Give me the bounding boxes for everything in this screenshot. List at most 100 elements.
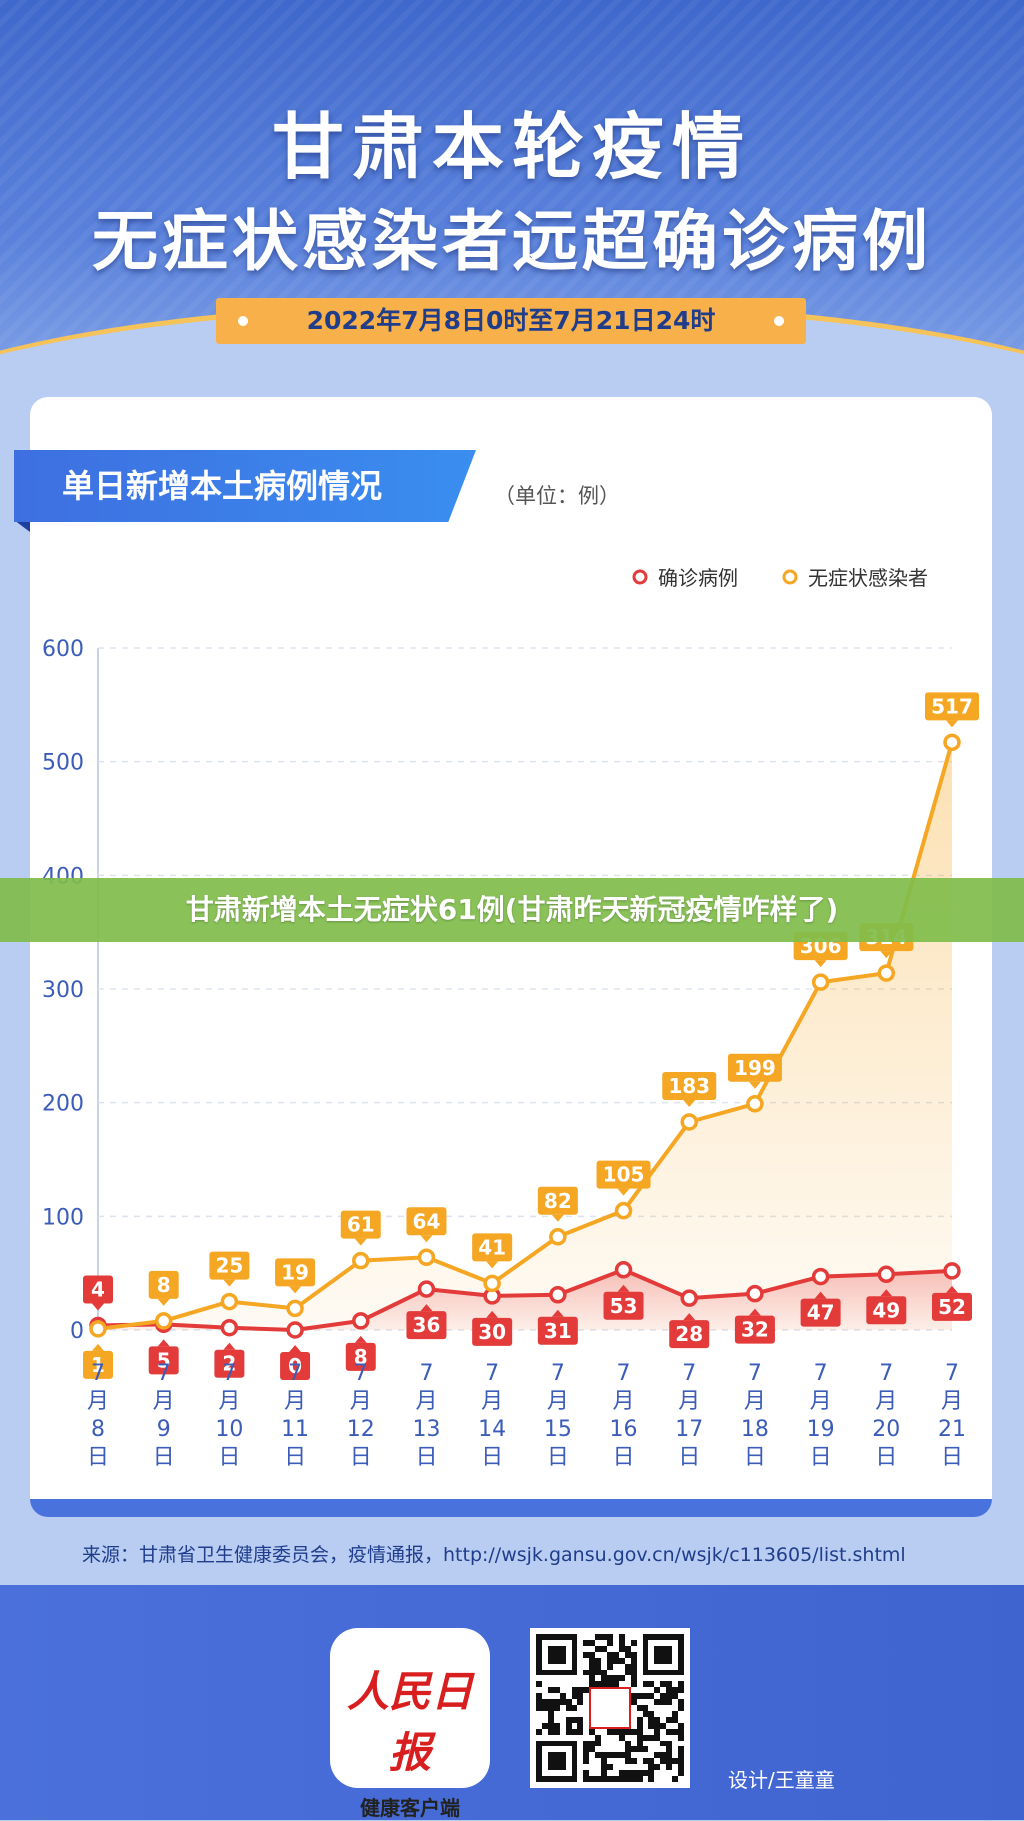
x-tick-label: 7 xyxy=(617,1361,631,1386)
qr-module xyxy=(666,1645,673,1652)
qr-center-logo xyxy=(589,1687,631,1729)
qr-module xyxy=(547,1669,554,1676)
qr-module xyxy=(536,1669,542,1676)
data-label-box xyxy=(275,1258,316,1287)
qr-module xyxy=(536,1693,542,1700)
data-label-text: 41 xyxy=(478,1235,506,1259)
data-label: 183 xyxy=(662,1071,717,1107)
qr-module xyxy=(666,1657,673,1664)
qr-module xyxy=(636,1740,643,1747)
data-label: 8 xyxy=(148,1270,179,1306)
qr-module xyxy=(642,1705,649,1711)
data-point xyxy=(483,1274,501,1293)
qr-module xyxy=(559,1645,566,1652)
data-label-text: 8 xyxy=(157,1273,171,1297)
qr-module xyxy=(654,1634,661,1640)
y-tick-label: 0 xyxy=(70,1319,84,1344)
qr-module xyxy=(666,1669,673,1676)
qr-module xyxy=(536,1746,542,1753)
qr-module xyxy=(547,1758,554,1765)
qr-module xyxy=(642,1634,649,1640)
x-tick-label: 15 xyxy=(544,1417,572,1442)
qr-module xyxy=(642,1657,649,1664)
section-title: 单日新增本土病例情况 xyxy=(14,450,476,522)
x-tick-label: 7 xyxy=(879,1361,893,1386)
qr-module xyxy=(654,1651,661,1658)
qr-module xyxy=(553,1740,560,1747)
qr-module xyxy=(660,1634,667,1640)
data-point xyxy=(811,1267,830,1286)
x-tick-label: 14 xyxy=(478,1417,506,1442)
series-area xyxy=(98,1269,952,1330)
qr-module xyxy=(636,1770,643,1777)
data-label-text: 64 xyxy=(413,1209,441,1233)
x-tick-label: 13 xyxy=(412,1417,440,1442)
qr-module xyxy=(541,1705,548,1711)
qr-module xyxy=(571,1639,578,1646)
qr-module xyxy=(624,1776,631,1782)
legend-label: 无症状感染者 xyxy=(808,566,928,590)
qr-module xyxy=(660,1651,667,1658)
qr-module xyxy=(624,1645,631,1652)
qr-module xyxy=(648,1669,655,1676)
qr-module xyxy=(565,1740,572,1747)
qr-module xyxy=(648,1681,655,1688)
data-label: 49 xyxy=(866,1289,907,1325)
series-line xyxy=(97,1267,953,1332)
unit-label: （单位：例） xyxy=(494,484,620,508)
qr-module xyxy=(601,1764,608,1771)
qr-module xyxy=(571,1716,578,1723)
qr-module xyxy=(660,1740,667,1747)
x-tick-label: 7 xyxy=(157,1361,171,1386)
qr-module xyxy=(541,1740,548,1747)
data-label: 36 xyxy=(406,1304,447,1340)
data-label-tip xyxy=(617,1188,630,1196)
data-label: 2 xyxy=(214,1342,245,1378)
qr-module xyxy=(607,1752,613,1759)
data-label-text: 52 xyxy=(938,1295,966,1319)
qr-module xyxy=(648,1693,655,1700)
qr-module xyxy=(547,1657,554,1664)
qr-module xyxy=(636,1722,643,1729)
data-point xyxy=(811,973,830,991)
data-label-text: 105 xyxy=(603,1163,645,1187)
y-tick-label: 300 xyxy=(42,978,84,1003)
qr-module xyxy=(553,1758,560,1765)
data-label-tip xyxy=(683,1099,696,1107)
data-label-tip xyxy=(420,1235,433,1243)
data-label-box xyxy=(866,1296,907,1325)
qr-module xyxy=(559,1634,566,1640)
x-tick-label: 月 xyxy=(284,1389,306,1414)
qr-module xyxy=(601,1645,608,1652)
qr-module xyxy=(583,1740,590,1747)
qr-module xyxy=(536,1770,542,1777)
x-tick-label: 日 xyxy=(744,1445,766,1470)
data-point xyxy=(680,1289,698,1307)
qr-module xyxy=(660,1758,667,1765)
qr-module xyxy=(571,1634,578,1640)
data-label-tip xyxy=(289,1345,302,1352)
overlay-banner: 甘肃新增本土无症状61例(甘肃昨天新冠疫情咋样了) xyxy=(0,878,1024,942)
data-label-tip xyxy=(223,1342,236,1350)
data-label-box xyxy=(800,1298,841,1327)
x-tick-label: 日 xyxy=(218,1445,240,1470)
qr-module xyxy=(624,1663,631,1670)
qr-code[interactable] xyxy=(530,1628,690,1788)
qr-module xyxy=(666,1740,673,1747)
qr-module xyxy=(660,1693,667,1700)
qr-module xyxy=(618,1770,625,1777)
qr-module xyxy=(642,1746,649,1753)
qr-module xyxy=(630,1693,637,1700)
x-tick-label: 18 xyxy=(741,1417,769,1442)
qr-module xyxy=(666,1728,673,1735)
qr-module xyxy=(678,1728,684,1735)
qr-module xyxy=(642,1693,649,1700)
data-label-text: 8 xyxy=(354,1345,368,1369)
data-label-tip xyxy=(814,960,827,968)
qr-module xyxy=(672,1693,679,1700)
x-tick-label: 日 xyxy=(810,1445,832,1470)
data-label-text: 5 xyxy=(157,1348,171,1372)
data-label: 199 xyxy=(727,1053,782,1089)
data-label-tip xyxy=(157,1298,170,1306)
qr-module xyxy=(589,1651,596,1658)
